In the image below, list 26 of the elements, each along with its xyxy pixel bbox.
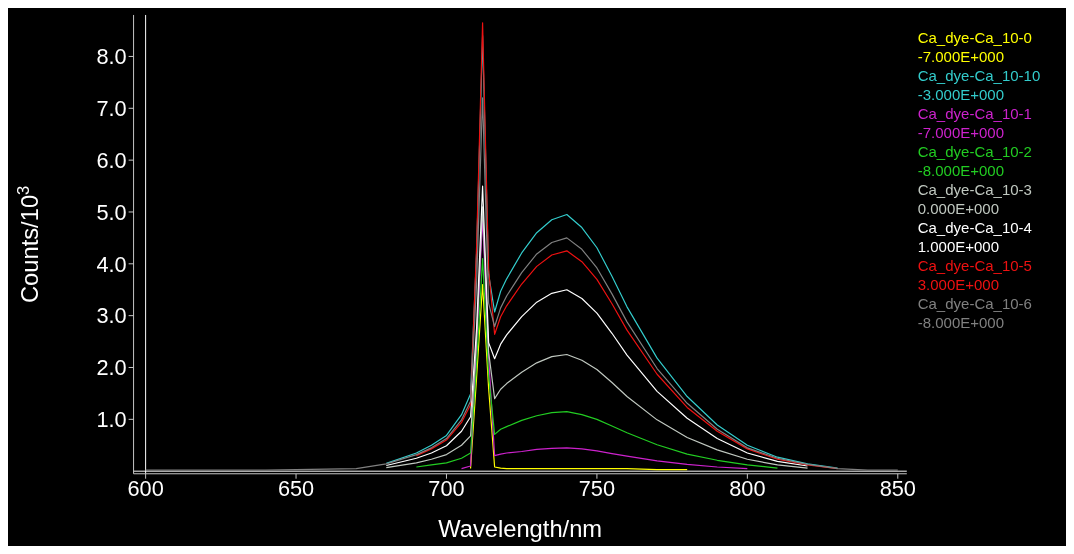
line-series xyxy=(469,283,688,471)
y-tick-label: 8.0 xyxy=(96,44,127,70)
x-tick-label: 800 xyxy=(729,476,766,502)
text: Ca_dye-Ca_10-3 0.000E+000 xyxy=(917,180,1033,218)
line-series xyxy=(145,97,899,471)
y-tick-label: 7.0 xyxy=(96,96,127,122)
text: Ca_dye-Ca_10-1 -7.000E+000 xyxy=(917,104,1033,142)
text: Ca_dye-Ca_10-0 -7.000E+000 xyxy=(917,28,1033,66)
y-tick-label: 4.0 xyxy=(96,251,127,277)
text: Ca_dye-Ca_10-10 -3.000E+000 xyxy=(917,66,1042,104)
x-tick-label: 650 xyxy=(277,476,315,502)
text: Ca_dye-Ca_10-6 -8.000E+000 xyxy=(917,294,1033,332)
text: Ca_dye-Ca_10-5 3.000E+000 xyxy=(917,256,1033,294)
y-tick-label: 5.0 xyxy=(96,199,127,225)
line-series xyxy=(415,258,779,469)
x-axis-title: Wavelength/nm xyxy=(438,516,603,543)
x-tick-label: 850 xyxy=(879,476,916,502)
x-tick-label: 600 xyxy=(127,476,164,502)
y-tick-label: 2.0 xyxy=(96,355,127,381)
x-tick-label: 750 xyxy=(578,476,616,502)
y-tick-label: 3.0 xyxy=(96,303,127,329)
x-tick-label: 700 xyxy=(428,476,465,502)
y-tick-label: 6.0 xyxy=(96,147,127,173)
text: Ca_dye-Ca_10-2 -8.000E+000 xyxy=(917,142,1033,180)
text: Ca_dye-Ca_10-4 1.000E+000 xyxy=(917,218,1033,256)
y-tick-label: 1.0 xyxy=(96,407,127,433)
